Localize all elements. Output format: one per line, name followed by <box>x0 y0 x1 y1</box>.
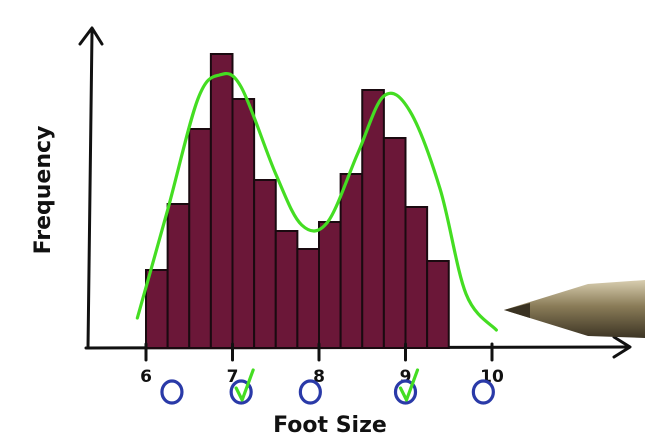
histogram-bar <box>296 248 320 349</box>
histogram-bar <box>318 221 342 349</box>
histogram-bar <box>339 173 364 349</box>
x-tick-label: 6 <box>140 367 152 387</box>
y-axis-line <box>86 30 94 350</box>
histogram-bar <box>361 89 385 349</box>
annotation-markers <box>160 368 495 405</box>
x-axis-title: Foot Size <box>273 413 387 438</box>
y-axis-arrowhead <box>78 26 104 46</box>
histogram-bar <box>188 128 212 349</box>
y-axis-title: Frequency <box>31 126 56 255</box>
circle-marker <box>160 379 184 405</box>
histogram-bar <box>231 98 256 349</box>
histogram-bars <box>145 53 450 349</box>
x-axis-arrowhead <box>612 335 632 359</box>
circle-check-marker <box>393 368 420 405</box>
circle-check-marker <box>229 368 255 405</box>
x-tick-label: 9 <box>400 367 412 387</box>
histogram-bar <box>166 203 191 349</box>
histogram-bar <box>145 269 169 349</box>
histogram-bar <box>404 206 429 349</box>
histogram-bar <box>274 230 299 349</box>
circle-marker <box>471 379 495 405</box>
histogram-bar <box>426 260 450 349</box>
x-tick-label: 7 <box>227 367 239 387</box>
histogram-bar <box>209 53 234 349</box>
pen-tip-icon <box>504 280 645 338</box>
bimodal-curve <box>135 71 498 332</box>
histogram-bar <box>253 179 277 349</box>
x-ticks: 6 7 8 9 10 <box>140 342 504 387</box>
x-tick-label: 8 <box>313 367 325 387</box>
circle-marker <box>298 379 322 405</box>
histogram-bar <box>382 137 407 349</box>
